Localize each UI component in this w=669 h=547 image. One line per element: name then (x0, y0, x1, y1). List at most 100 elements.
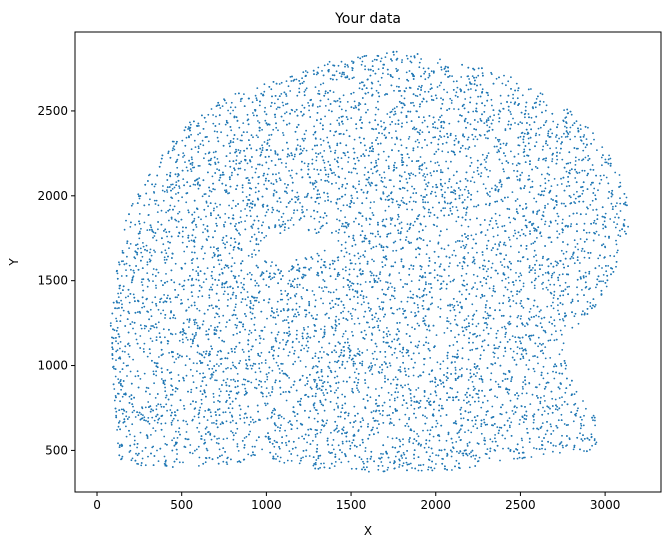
scatter-point (435, 150, 438, 153)
scatter-point (260, 351, 263, 354)
scatter-point (470, 83, 473, 85)
scatter-point (454, 420, 457, 423)
scatter-point (163, 455, 166, 458)
scatter-point (164, 317, 166, 319)
scatter-point (480, 406, 483, 409)
scatter-point (144, 406, 147, 409)
scatter-point (475, 76, 478, 79)
scatter-point (133, 271, 136, 274)
scatter-point (485, 326, 488, 329)
scatter-point (463, 135, 466, 138)
scatter-point (513, 406, 516, 408)
scatter-point (371, 172, 374, 175)
scatter-point (544, 204, 546, 207)
scatter-point (597, 257, 600, 260)
scatter-point (608, 154, 610, 157)
scatter-point (143, 372, 146, 375)
scatter-point (111, 336, 114, 339)
scatter-point (540, 309, 542, 311)
scatter-point (246, 291, 249, 293)
scatter-point (592, 132, 594, 135)
scatter-point (119, 400, 121, 403)
scatter-point (429, 380, 432, 383)
scatter-point (281, 370, 284, 372)
scatter-point (229, 141, 232, 144)
scatter-point (401, 122, 403, 125)
scatter-point (504, 244, 507, 247)
scatter-point (337, 232, 340, 234)
scatter-point (232, 419, 234, 422)
scatter-point (427, 446, 430, 449)
scatter-point (550, 185, 553, 188)
scatter-point (276, 333, 279, 336)
scatter-point (392, 250, 394, 252)
scatter-point (368, 223, 371, 226)
scatter-point (121, 395, 124, 398)
scatter-point (248, 329, 251, 332)
scatter-point (249, 311, 252, 314)
scatter-point (258, 367, 261, 370)
scatter-point (412, 101, 414, 104)
scatter-point (311, 182, 314, 185)
scatter-point (452, 80, 455, 83)
scatter-point (389, 418, 392, 420)
scatter-point (449, 207, 452, 210)
scatter-point (152, 445, 155, 448)
scatter-point (494, 243, 497, 246)
scatter-point (346, 101, 349, 103)
scatter-point (333, 171, 335, 174)
scatter-point (194, 184, 197, 186)
scatter-point (560, 333, 563, 336)
scatter-point (127, 295, 130, 298)
scatter-point (605, 285, 608, 288)
scatter-point (154, 251, 157, 253)
scatter-point (372, 357, 375, 360)
scatter-point (518, 456, 521, 459)
scatter-point (390, 197, 393, 200)
scatter-point (335, 288, 338, 291)
scatter-point (147, 455, 149, 458)
scatter-point (226, 437, 229, 440)
scatter-point (594, 304, 597, 306)
scatter-point (225, 119, 228, 122)
scatter-point (290, 283, 292, 286)
scatter-point (454, 94, 457, 97)
scatter-point (335, 230, 337, 233)
scatter-point (368, 150, 371, 153)
scatter-point (404, 413, 407, 416)
scatter-point (282, 119, 285, 122)
scatter-point (353, 268, 355, 271)
scatter-point (276, 300, 279, 303)
scatter-point (386, 366, 389, 369)
scatter-point (161, 189, 164, 192)
scatter-point (475, 325, 478, 328)
scatter-point (301, 209, 303, 211)
scatter-point (533, 229, 536, 232)
scatter-point (279, 342, 281, 344)
scatter-point (397, 69, 399, 71)
scatter-point (561, 318, 564, 320)
scatter-point (255, 378, 258, 381)
scatter-point (162, 379, 165, 382)
scatter-point (205, 333, 208, 336)
scatter-point (499, 143, 502, 146)
scatter-point (380, 452, 382, 455)
scatter-point (573, 315, 576, 318)
scatter-point (348, 253, 351, 255)
scatter-point (313, 125, 315, 128)
scatter-point (258, 342, 261, 344)
scatter-point (615, 239, 617, 242)
scatter-point (477, 322, 480, 325)
scatter-point (230, 174, 233, 177)
scatter-point (241, 97, 243, 100)
scatter-point (239, 167, 242, 170)
scatter-point (140, 281, 143, 283)
scatter-point (250, 348, 253, 351)
scatter-point (349, 312, 352, 315)
scatter-point (328, 145, 331, 148)
scatter-point (367, 306, 370, 309)
scatter-point (358, 180, 360, 183)
scatter-point (200, 402, 203, 405)
scatter-point (455, 80, 458, 83)
scatter-point (591, 199, 594, 202)
